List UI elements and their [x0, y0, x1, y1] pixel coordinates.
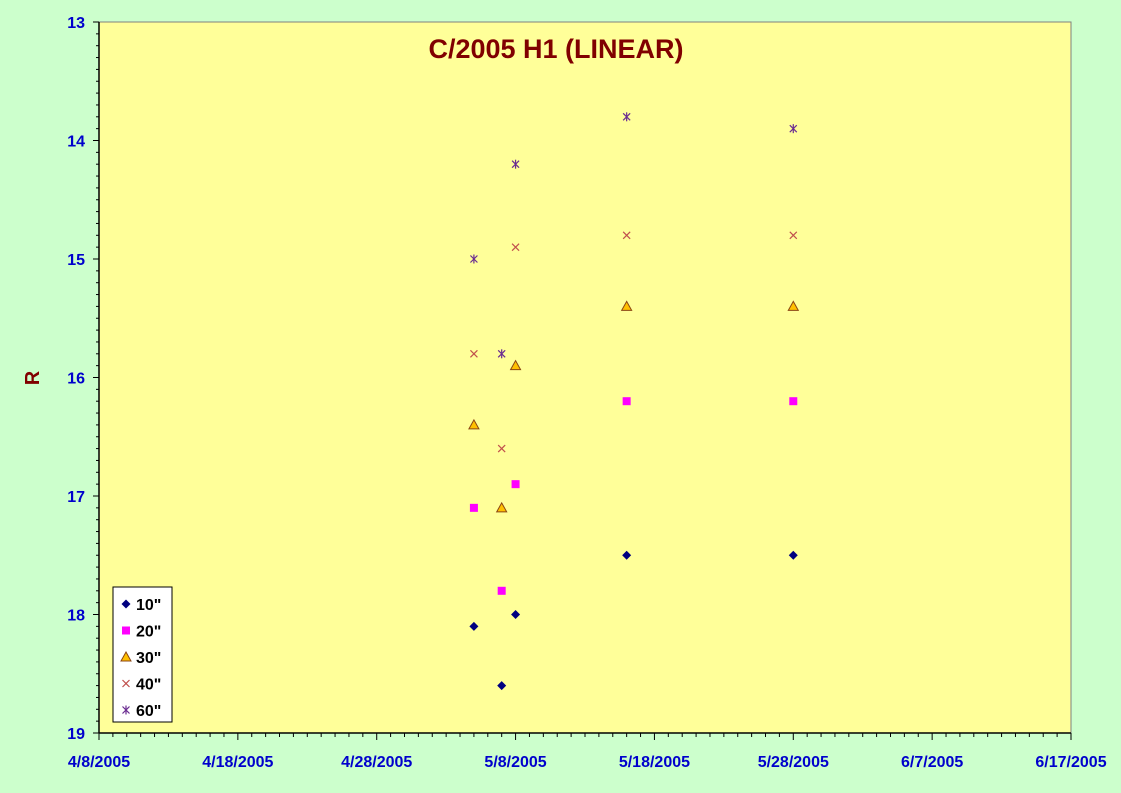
data-point	[468, 418, 480, 430]
y-axis-label: R	[22, 370, 44, 385]
data-point	[469, 349, 478, 358]
data-point	[622, 550, 632, 560]
data-point	[789, 397, 798, 406]
data-point	[511, 480, 520, 489]
x-tick-label: 5/28/2005	[758, 754, 829, 771]
data-point	[511, 610, 521, 619]
legend-label: 30"	[136, 650, 161, 667]
data-point	[789, 124, 798, 134]
legend-label: 40"	[136, 677, 161, 694]
y-tick-label: 17	[67, 489, 85, 506]
data-point	[469, 621, 479, 631]
y-tick-label: 16	[67, 371, 85, 388]
x-tick-label: 4/28/2005	[341, 754, 412, 771]
x-tick-label: 6/17/2005	[1035, 754, 1106, 771]
data-point	[788, 550, 798, 560]
data-point	[511, 159, 520, 169]
series-layer	[468, 112, 800, 691]
series-2	[469, 397, 798, 595]
legend-marker	[122, 626, 130, 635]
legend-marker	[122, 679, 130, 688]
data-point	[469, 503, 478, 512]
legend-box	[112, 586, 173, 723]
data-point	[622, 112, 631, 122]
legend-marker	[122, 705, 130, 715]
data-point	[622, 397, 631, 406]
data-point	[469, 254, 478, 264]
series-3	[468, 300, 800, 513]
legend-marker	[121, 599, 131, 609]
legend-label: 60"	[136, 703, 161, 720]
data-point	[622, 231, 631, 240]
data-point	[497, 681, 507, 691]
legend: 10" 20" 30" 40" 60"	[112, 586, 173, 723]
x-axis-ticks: 4/8/2005 4/18/2005 4/28/2005 5/8/2005 5/18/2…	[68, 733, 1107, 771]
data-point	[509, 359, 522, 371]
x-tick-label: 4/18/2005	[202, 754, 273, 771]
x-tick-label: 4/8/2005	[68, 754, 130, 771]
y-tick-label: 15	[67, 252, 85, 269]
data-point	[620, 300, 633, 311]
data-point	[787, 300, 800, 311]
legend-label: 10"	[136, 597, 161, 614]
y-tick-label: 18	[67, 608, 85, 625]
y-tick-label: 14	[67, 134, 85, 151]
series-1	[469, 550, 798, 691]
y-tick-label: 19	[67, 726, 85, 743]
x-tick-label: 6/7/2005	[901, 754, 963, 771]
plot-area	[98, 21, 1072, 734]
x-tick-label: 5/18/2005	[619, 754, 690, 771]
y-axis-ticks: 13 14 15 16 17 18 19	[67, 15, 99, 743]
data-point	[497, 349, 506, 359]
legend-item: 40"	[122, 677, 161, 694]
legend-item: 60"	[122, 703, 161, 720]
y-tick-label: 13	[67, 15, 85, 32]
legend-marker	[120, 650, 132, 662]
data-point	[497, 444, 506, 453]
data-point	[497, 586, 506, 595]
legend-item: 30"	[120, 650, 161, 667]
series-4	[469, 231, 798, 453]
chart-title: C/2005 H1 (LINEAR)	[428, 34, 683, 64]
legend-item: 20"	[122, 624, 161, 641]
series-5	[469, 112, 798, 359]
data-point	[511, 243, 520, 252]
legend-label: 20"	[136, 624, 161, 641]
data-point	[495, 501, 508, 513]
x-tick-label: 5/8/2005	[484, 754, 546, 771]
data-point	[789, 231, 798, 240]
legend-item: 10"	[121, 597, 161, 614]
